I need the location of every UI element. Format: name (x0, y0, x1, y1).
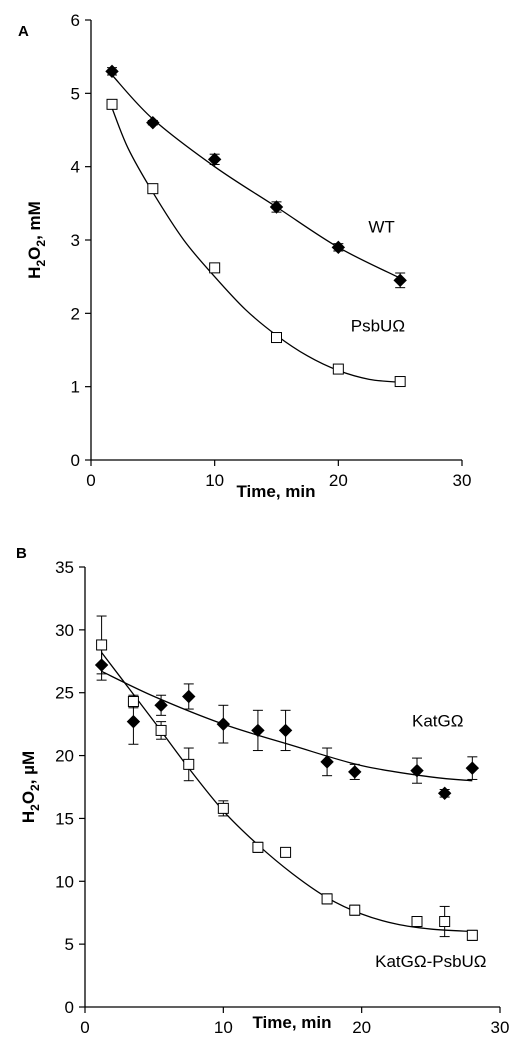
data-point-diamond (393, 273, 407, 288)
series-annotation: KatGΩ (412, 712, 463, 731)
data-point-square (127, 696, 139, 708)
y-tick-label: 6 (71, 11, 80, 30)
data-point-square (271, 332, 282, 344)
data-point-square (394, 376, 406, 388)
data-point-diamond (410, 763, 424, 778)
y-tick-label: 25 (55, 684, 74, 703)
y-tick-label: 5 (71, 84, 80, 103)
y-tick-label: 15 (55, 809, 74, 828)
x-tick-label: 0 (86, 471, 95, 490)
x-tick-label: 30 (453, 471, 472, 490)
data-point-square (466, 929, 478, 941)
data-point-square (411, 916, 423, 928)
y-tick-label: 4 (71, 158, 80, 177)
x-tick-label: 30 (491, 1018, 510, 1037)
data-point-diamond (269, 200, 284, 214)
data-point-square (439, 916, 451, 928)
data-point-diamond (251, 723, 265, 738)
data-point-diamond (278, 723, 293, 738)
fit-curve (101, 652, 473, 933)
data-point-diamond (207, 152, 222, 167)
fit-curve (101, 670, 473, 782)
y-tick-label: 5 (65, 935, 74, 954)
x-tick-label: 10 (214, 1018, 233, 1037)
x-tick-label: 0 (80, 1018, 89, 1037)
y-tick-label: 35 (55, 558, 74, 577)
y-tick-label: 3 (71, 231, 80, 250)
data-point-diamond (216, 717, 231, 731)
y-tick-label: 0 (71, 451, 80, 470)
data-point-square (321, 893, 333, 905)
panel-label: B (16, 545, 27, 562)
x-tick-label: 20 (352, 1018, 371, 1037)
fit-curve (111, 74, 401, 279)
data-point-square (96, 639, 108, 651)
data-point-square (349, 904, 361, 916)
series-annotation: KatGΩ-PsbUΩ (375, 952, 486, 971)
y-tick-label: 1 (71, 378, 80, 397)
y-tick-label: 20 (55, 747, 74, 766)
x-axis-label: Time, min (236, 482, 315, 501)
fit-curve (111, 107, 401, 383)
data-point-diamond (465, 761, 480, 775)
x-tick-label: 10 (205, 471, 224, 490)
data-point-square (147, 183, 159, 195)
data-point-diamond (146, 115, 160, 130)
data-point-diamond (348, 765, 362, 779)
data-point-square (217, 802, 229, 814)
data-point-square (106, 98, 118, 110)
series-annotation: PsbUΩ (351, 317, 405, 336)
y-tick-label: 0 (65, 998, 74, 1017)
data-point-square (252, 841, 264, 853)
y-tick-label: 10 (55, 872, 74, 891)
data-point-diamond (126, 714, 141, 729)
data-point-square (332, 363, 344, 375)
data-point-square (155, 724, 167, 736)
data-point-diamond (331, 240, 346, 255)
data-point-diamond (154, 698, 168, 712)
data-point-square (280, 846, 292, 858)
x-tick-label: 20 (329, 471, 348, 490)
chart-panel-b: B 0 5 10 15 20 25 30 35 0 10 20 30 Time, min H2O2, µM K… (16, 545, 510, 1037)
chart-panel-a: A 0 1 2 3 4 5 6 0 10 20 30 Time, min H2O2, mM WT PsbUΩ (18, 11, 472, 501)
y-tick-label: 30 (55, 621, 74, 640)
data-point-diamond (182, 689, 196, 704)
data-point-diamond (105, 64, 119, 79)
data-point-square (209, 262, 221, 274)
panel-label: A (18, 23, 29, 40)
data-point-diamond (437, 786, 452, 800)
y-tick-label: 2 (71, 304, 80, 323)
y-axis-label: H2O2, mM (25, 201, 48, 279)
series-annotation: WT (368, 218, 394, 237)
x-axis-label: Time, min (252, 1013, 331, 1032)
data-point-diamond (320, 755, 334, 769)
data-point-square (183, 758, 195, 770)
y-axis-label: H2O2, µM (19, 751, 42, 823)
